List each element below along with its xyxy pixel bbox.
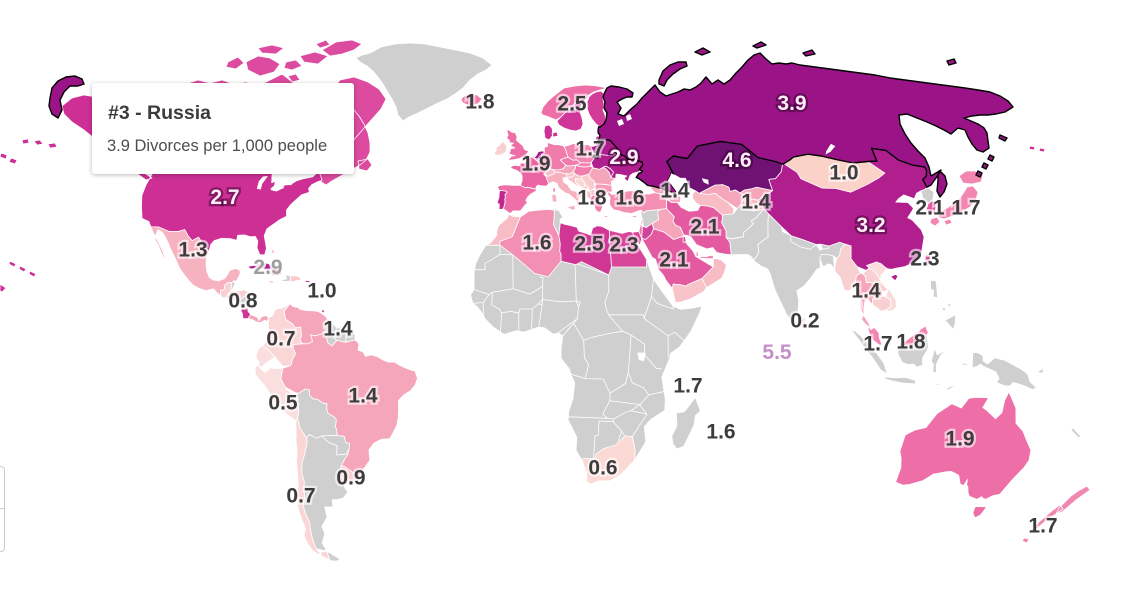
svg-text:1.6: 1.6 — [615, 187, 644, 210]
svg-text:1.7: 1.7 — [863, 333, 892, 356]
svg-text:0.6: 0.6 — [588, 457, 617, 480]
svg-text:3.9: 3.9 — [777, 92, 806, 115]
svg-text:2.5: 2.5 — [557, 93, 587, 116]
svg-text:1.4: 1.4 — [851, 280, 881, 303]
svg-text:1.9: 1.9 — [521, 153, 550, 176]
svg-text:2.7: 2.7 — [210, 186, 239, 209]
svg-text:2.1: 2.1 — [690, 216, 720, 239]
svg-text:1.6: 1.6 — [706, 421, 735, 444]
svg-text:2.1: 2.1 — [915, 197, 945, 220]
svg-text:0.8: 0.8 — [228, 290, 258, 313]
svg-text:1.4: 1.4 — [741, 191, 771, 214]
svg-text:1.7: 1.7 — [673, 375, 702, 398]
svg-text:1.8: 1.8 — [896, 331, 926, 354]
svg-text:1.7: 1.7 — [1028, 515, 1057, 538]
svg-text:1.4: 1.4 — [323, 318, 353, 341]
svg-text:1.6: 1.6 — [522, 232, 551, 255]
svg-text:1.9: 1.9 — [945, 428, 974, 451]
svg-text:0.2: 0.2 — [790, 310, 819, 333]
svg-text:2.3: 2.3 — [910, 248, 939, 271]
svg-text:2.9: 2.9 — [609, 146, 638, 169]
svg-text:2.5: 2.5 — [574, 233, 604, 256]
svg-text:0.7: 0.7 — [266, 328, 295, 351]
svg-text:0.5: 0.5 — [268, 392, 298, 415]
svg-text:0.9: 0.9 — [336, 467, 365, 490]
svg-text:1.7: 1.7 — [951, 197, 980, 220]
svg-text:1.8: 1.8 — [577, 187, 607, 210]
svg-text:2.9: 2.9 — [253, 256, 282, 279]
svg-text:1.4: 1.4 — [348, 385, 378, 408]
svg-text:1.7: 1.7 — [575, 138, 604, 161]
svg-text:1.0: 1.0 — [307, 280, 336, 303]
svg-text:1.3: 1.3 — [178, 239, 207, 262]
svg-text:2.1: 2.1 — [659, 249, 689, 272]
svg-text:5.5: 5.5 — [762, 341, 792, 364]
svg-text:1.4: 1.4 — [660, 180, 690, 203]
svg-text:0.7: 0.7 — [286, 485, 315, 508]
svg-text:1.8: 1.8 — [465, 91, 495, 114]
svg-text:3.2: 3.2 — [856, 214, 885, 237]
svg-text:4.6: 4.6 — [722, 149, 751, 172]
svg-text:2.3: 2.3 — [609, 234, 638, 257]
svg-text:1.0: 1.0 — [829, 162, 858, 185]
